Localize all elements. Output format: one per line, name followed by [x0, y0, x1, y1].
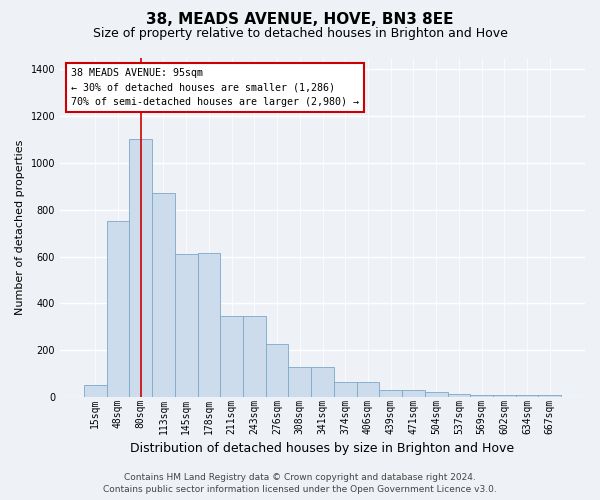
Bar [515, 394, 538, 397]
Bar [448, 394, 470, 397]
Bar [243, 316, 266, 397]
Bar [356, 382, 379, 397]
Text: Contains HM Land Registry data © Crown copyright and database right 2024.
Contai: Contains HM Land Registry data © Crown c… [103, 472, 497, 494]
Bar [220, 316, 243, 397]
Bar [493, 394, 515, 397]
Text: 38, MEADS AVENUE, HOVE, BN3 8EE: 38, MEADS AVENUE, HOVE, BN3 8EE [146, 12, 454, 28]
Bar [197, 253, 220, 397]
Bar [425, 392, 448, 397]
Bar [107, 222, 130, 397]
Bar [130, 140, 152, 397]
Bar [538, 394, 561, 397]
Bar [402, 390, 425, 397]
Bar [84, 386, 107, 397]
Bar [334, 382, 356, 397]
Bar [470, 394, 493, 397]
Bar [311, 366, 334, 397]
Y-axis label: Number of detached properties: Number of detached properties [15, 140, 25, 315]
Text: 38 MEADS AVENUE: 95sqm
← 30% of detached houses are smaller (1,286)
70% of semi-: 38 MEADS AVENUE: 95sqm ← 30% of detached… [71, 68, 359, 108]
Bar [175, 254, 197, 397]
Bar [152, 194, 175, 397]
Bar [266, 344, 289, 397]
Bar [379, 390, 402, 397]
Bar [289, 366, 311, 397]
X-axis label: Distribution of detached houses by size in Brighton and Hove: Distribution of detached houses by size … [130, 442, 515, 455]
Text: Size of property relative to detached houses in Brighton and Hove: Size of property relative to detached ho… [92, 28, 508, 40]
